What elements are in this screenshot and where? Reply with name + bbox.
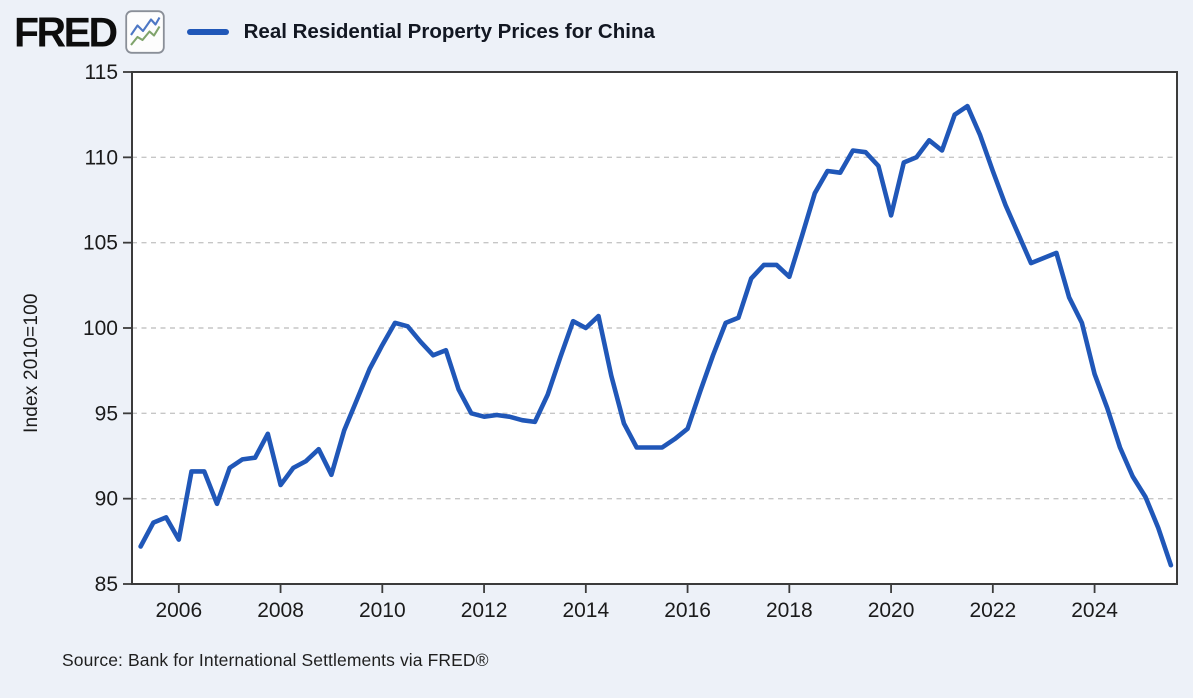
y-axis: 85 90 95 100 105 110 115 [83,61,132,596]
legend-line-swatch [186,29,229,35]
y-axis-title: Index 2010=100 [21,293,42,433]
y-gridlines [132,156,1177,500]
x-tick-label: 2010 [359,599,406,622]
x-tick-label: 2022 [969,599,1016,622]
fred-logo: FRED [14,8,118,55]
y-tick-label: 105 [83,232,118,255]
y-tick-label: 110 [85,146,118,169]
plot-frame [131,71,1178,585]
y-tick-label: 95 [95,402,118,425]
source-credit: Source: Bank for International Settlemen… [62,650,489,670]
x-tick-label: 2008 [257,599,304,622]
chart-title: Real Residential Property Prices for Chi… [243,20,655,43]
y-tick-label: 90 [95,488,118,511]
y-tick-label: 100 [83,317,118,340]
x-tick-label: 2016 [664,599,711,622]
x-tick-label: 2006 [155,599,202,622]
x-tick-label: 2020 [868,599,915,622]
x-tick-label: 2018 [766,599,813,622]
x-tick-label: 2014 [562,599,609,622]
x-axis: 2006 2008 2010 2012 2014 2016 2018 2020 2022 2024 [155,584,1118,622]
x-tick-label: 2012 [461,599,508,622]
data-line [138,103,1174,568]
y-tick-label: 115 [85,61,118,84]
y-tick-label: 85 [95,573,118,596]
x-tick-label: 2024 [1071,599,1118,622]
fred-logo-chart-icon [124,10,165,54]
chart-header: FRED Real Residential Property Prices fo… [14,9,655,55]
